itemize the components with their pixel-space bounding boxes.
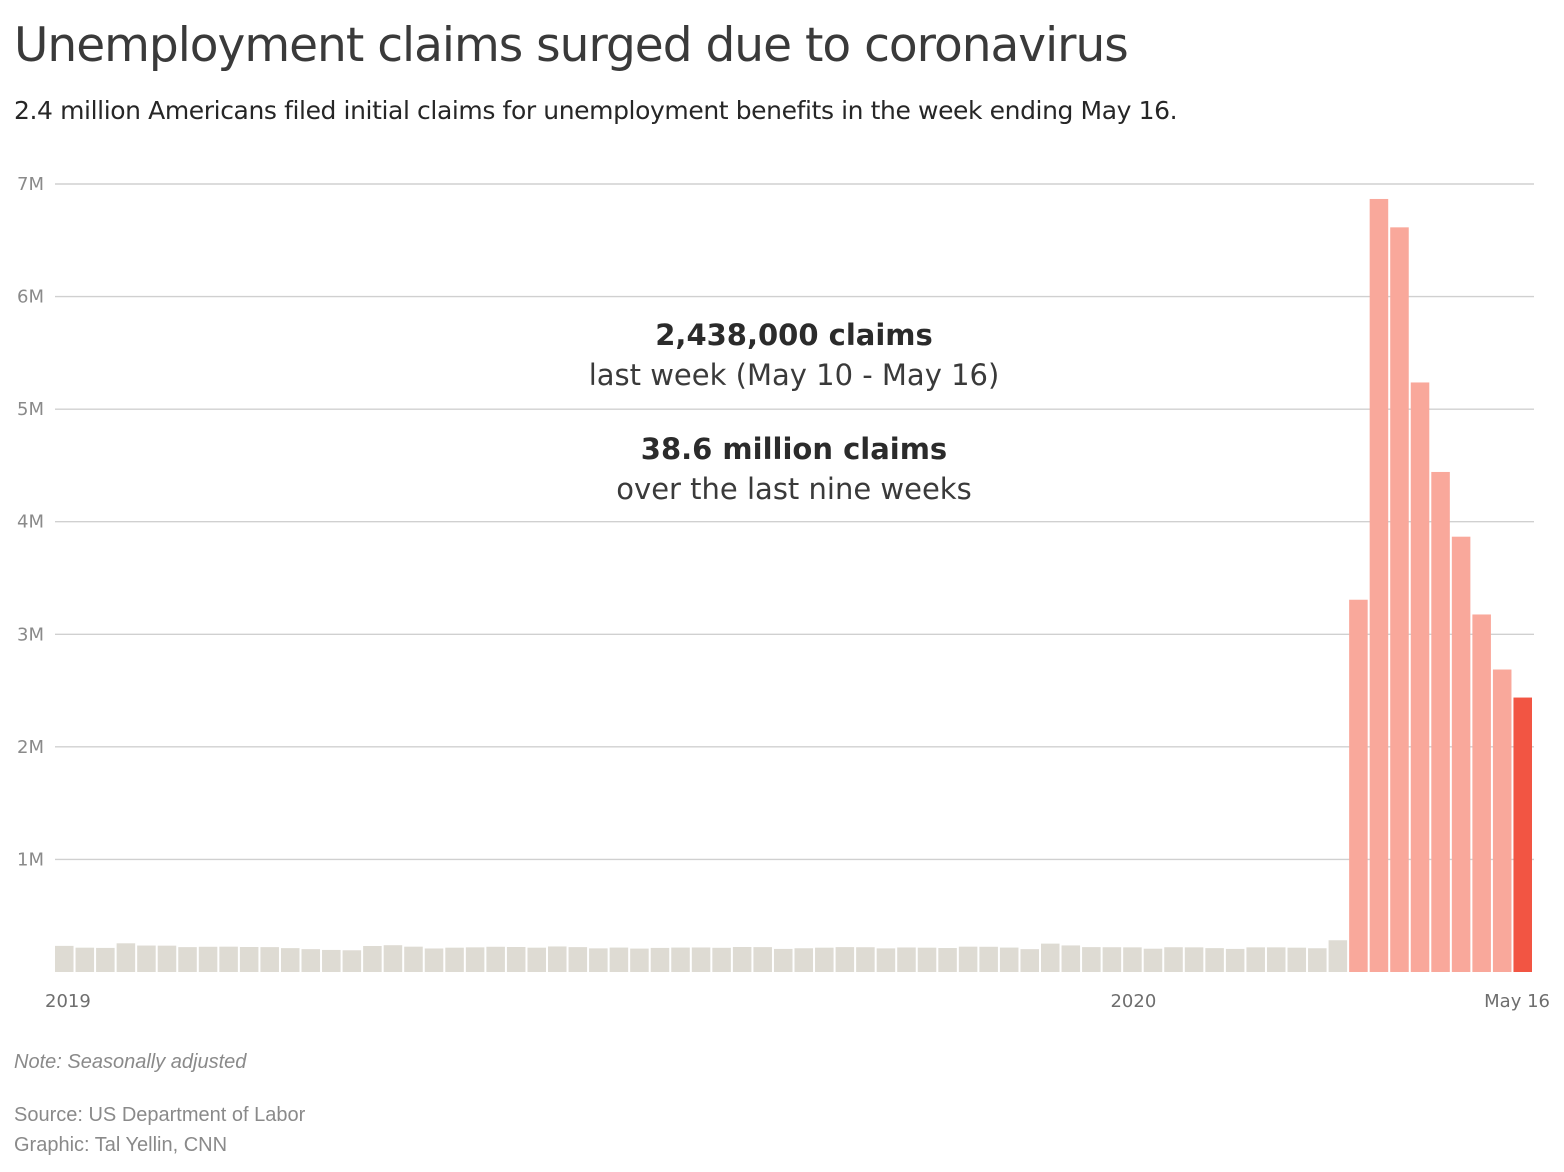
bar-week-2020-01-18 bbox=[1164, 947, 1183, 972]
graphic-credit: Graphic: Tal Yellin, CNN bbox=[14, 1134, 228, 1156]
annotation-nine-week-period: over the last nine weeks bbox=[616, 472, 971, 506]
bar-week-2019-08-31 bbox=[753, 947, 772, 972]
bar-week-2019-02-02 bbox=[137, 945, 156, 972]
bar-week-2020-01-25 bbox=[1184, 947, 1204, 972]
x-tick-label: 2019 bbox=[45, 991, 91, 1012]
bar-week-2019-04-13 bbox=[342, 950, 362, 972]
bar-week-2019-11-30 bbox=[1020, 949, 1039, 972]
bar-week-2020-01-04 bbox=[1123, 947, 1142, 972]
bar-week-2020-02-01 bbox=[1205, 948, 1224, 972]
bar-week-2019-01-05 bbox=[55, 945, 74, 972]
bar-week-2019-02-09 bbox=[157, 945, 177, 972]
bar-week-2019-11-09 bbox=[958, 946, 978, 972]
bar-chart: 1M 2M 3M 4M 5M 6M 7M 2019 2020 May 16 2,438,000 … bbox=[17, 174, 1550, 1012]
bar-week-2019-07-13 bbox=[609, 947, 629, 972]
bar-week-2020-03-14 bbox=[1328, 940, 1348, 972]
bar-week-2019-12-14 bbox=[1061, 945, 1081, 972]
bar-week-2020-04-04 bbox=[1390, 227, 1409, 973]
bar-week-2019-10-19 bbox=[897, 947, 916, 972]
bar-week-2020-02-29 bbox=[1287, 947, 1307, 972]
bar-week-2019-12-07 bbox=[1041, 943, 1060, 972]
bar-week-2019-06-08 bbox=[506, 947, 526, 972]
bar-week-2019-09-21 bbox=[815, 947, 834, 972]
bar-week-2019-10-05 bbox=[856, 947, 875, 972]
y-tick-label: 6M bbox=[17, 287, 44, 308]
bar-week-2019-06-01 bbox=[486, 946, 505, 972]
bar-week-2019-03-16 bbox=[260, 947, 279, 972]
bar-week-2020-05-09 bbox=[1492, 669, 1512, 972]
chart-subtitle: 2.4 million Americans filed initial clai… bbox=[14, 96, 1178, 125]
bar-week-2020-02-15 bbox=[1246, 947, 1265, 972]
bar-week-2019-01-19 bbox=[96, 947, 115, 972]
bar-week-2019-12-28 bbox=[1102, 947, 1122, 972]
bar-week-2020-04-11 bbox=[1410, 382, 1430, 973]
bar-week-2020-03-07 bbox=[1308, 948, 1327, 972]
bar-week-2019-05-25 bbox=[465, 947, 485, 972]
bar-week-2020-02-22 bbox=[1266, 947, 1286, 972]
bar-week-2019-07-27 bbox=[650, 947, 670, 972]
bar-week-2020-02-08 bbox=[1225, 948, 1245, 972]
bar-week-2019-10-12 bbox=[876, 948, 896, 972]
bar-week-2019-04-27 bbox=[383, 945, 403, 972]
bar-week-2019-08-17 bbox=[712, 947, 731, 972]
bar-week-2019-03-02 bbox=[219, 946, 238, 972]
bars bbox=[55, 198, 1532, 973]
bar-week-2019-01-12 bbox=[75, 947, 95, 972]
bar-week-2019-03-09 bbox=[239, 947, 259, 972]
bar-week-2019-02-23 bbox=[198, 946, 218, 972]
bar-week-2019-11-02 bbox=[938, 948, 957, 972]
y-tick-label: 3M bbox=[17, 624, 44, 645]
bar-week-2019-08-03 bbox=[671, 947, 690, 972]
bar-week-2019-12-21 bbox=[1082, 947, 1101, 972]
source-credit: Source: US Department of Labor bbox=[14, 1104, 306, 1126]
y-tick-label: 1M bbox=[17, 849, 44, 870]
bar-week-2019-04-06 bbox=[322, 949, 341, 972]
bar-week-2020-04-18 bbox=[1431, 471, 1450, 972]
y-tick-label: 2M bbox=[17, 737, 44, 758]
bar-week-2019-07-20 bbox=[630, 948, 649, 972]
bar-week-2019-05-18 bbox=[445, 947, 464, 972]
bar-week-2020-05-02 bbox=[1472, 614, 1491, 972]
bar-week-2020-05-16 bbox=[1513, 697, 1532, 972]
bar-week-2019-09-28 bbox=[835, 947, 855, 972]
bar-week-2019-09-07 bbox=[773, 948, 793, 972]
x-tick-label: 2020 bbox=[1110, 991, 1156, 1012]
bar-week-2019-06-22 bbox=[548, 946, 567, 972]
annotation: 2,438,000 claims last week (May 10 - May… bbox=[589, 318, 1000, 506]
bar-week-2019-05-04 bbox=[404, 946, 423, 972]
y-tick-label: 7M bbox=[17, 174, 44, 195]
footnote: Note: Seasonally adjusted bbox=[14, 1051, 247, 1073]
bar-week-2019-11-23 bbox=[999, 947, 1019, 972]
annotation-last-week-period: last week (May 10 - May 16) bbox=[589, 358, 1000, 392]
y-axis: 1M 2M 3M 4M 5M 6M 7M bbox=[17, 174, 44, 870]
bar-week-2019-10-26 bbox=[917, 947, 937, 972]
bar-week-2019-09-14 bbox=[794, 948, 814, 972]
bar-week-2019-07-06 bbox=[589, 948, 608, 972]
bar-week-2019-04-20 bbox=[363, 946, 382, 972]
chart-title: Unemployment claims surged due to corona… bbox=[14, 18, 1129, 73]
y-tick-label: 5M bbox=[17, 399, 44, 420]
bar-week-2019-06-29 bbox=[568, 947, 588, 972]
bar-week-2019-08-10 bbox=[691, 947, 711, 972]
annotation-nine-week-total: 38.6 million claims bbox=[641, 432, 947, 466]
bar-week-2019-06-15 bbox=[527, 947, 546, 972]
bar-week-2019-03-30 bbox=[301, 949, 321, 972]
x-axis: 2019 2020 May 16 bbox=[45, 991, 1550, 1012]
bar-week-2020-03-28 bbox=[1369, 198, 1389, 973]
bar-week-2019-03-23 bbox=[280, 948, 300, 972]
bar-week-2019-02-16 bbox=[178, 947, 197, 972]
bar-week-2019-05-11 bbox=[424, 948, 444, 972]
y-tick-label: 4M bbox=[17, 512, 44, 533]
bar-week-2019-01-26 bbox=[116, 943, 136, 972]
bar-week-2020-04-25 bbox=[1451, 536, 1471, 972]
bar-week-2020-01-11 bbox=[1143, 948, 1163, 972]
gridlines bbox=[55, 183, 1534, 861]
x-tick-label: May 16 bbox=[1484, 991, 1550, 1012]
annotation-last-week-claims: 2,438,000 claims bbox=[655, 318, 933, 352]
bar-week-2020-03-21 bbox=[1349, 599, 1368, 972]
bar-week-2019-08-24 bbox=[732, 947, 752, 972]
bar-week-2019-11-16 bbox=[979, 946, 998, 972]
